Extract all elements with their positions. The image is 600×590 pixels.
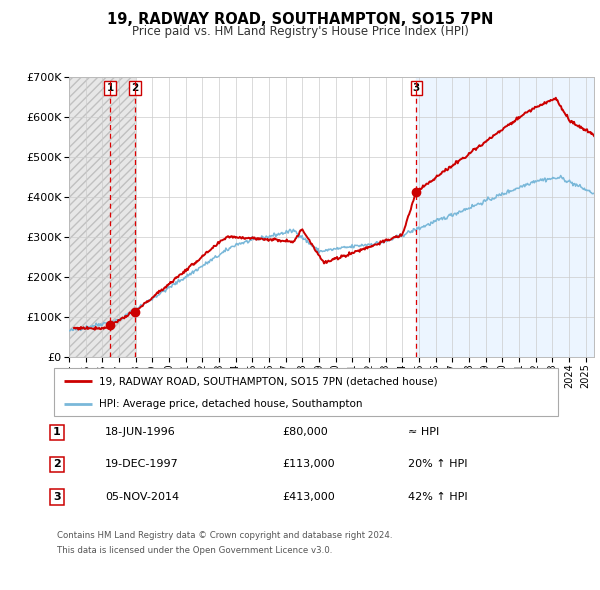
Text: 2: 2 [53, 460, 61, 469]
Bar [69, 77, 135, 357]
Text: Price paid vs. HM Land Registry's House Price Index (HPI): Price paid vs. HM Land Registry's House … [131, 25, 469, 38]
Text: 05-NOV-2014: 05-NOV-2014 [105, 492, 179, 502]
Text: This data is licensed under the Open Government Licence v3.0.: This data is licensed under the Open Gov… [57, 546, 332, 555]
Text: 3: 3 [53, 492, 61, 502]
Text: £80,000: £80,000 [282, 428, 328, 437]
Text: ≈ HPI: ≈ HPI [408, 428, 439, 437]
Text: 19, RADWAY ROAD, SOUTHAMPTON, SO15 7PN: 19, RADWAY ROAD, SOUTHAMPTON, SO15 7PN [107, 12, 493, 27]
Text: 42% ↑ HPI: 42% ↑ HPI [408, 492, 467, 502]
Text: 3: 3 [413, 83, 420, 93]
Text: 1: 1 [53, 428, 61, 437]
Text: 2: 2 [131, 83, 139, 93]
Text: £113,000: £113,000 [282, 460, 335, 469]
Text: 20% ↑ HPI: 20% ↑ HPI [408, 460, 467, 469]
Text: £413,000: £413,000 [282, 492, 335, 502]
Bar [416, 77, 594, 357]
Text: 18-JUN-1996: 18-JUN-1996 [105, 428, 176, 437]
Text: 1: 1 [106, 83, 113, 93]
Text: 19-DEC-1997: 19-DEC-1997 [105, 460, 179, 469]
Text: HPI: Average price, detached house, Southampton: HPI: Average price, detached house, Sout… [100, 399, 363, 409]
Bar [69, 77, 135, 357]
Text: Contains HM Land Registry data © Crown copyright and database right 2024.: Contains HM Land Registry data © Crown c… [57, 531, 392, 540]
Text: 19, RADWAY ROAD, SOUTHAMPTON, SO15 7PN (detached house): 19, RADWAY ROAD, SOUTHAMPTON, SO15 7PN (… [100, 376, 438, 386]
